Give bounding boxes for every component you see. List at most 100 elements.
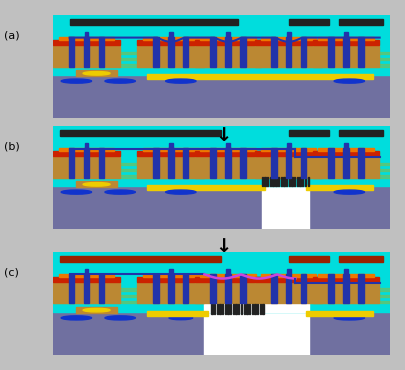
Bar: [255, 283, 321, 289]
Ellipse shape: [83, 71, 110, 75]
Bar: [301, 176, 303, 186]
Bar: [318, 273, 373, 277]
Bar: [255, 171, 321, 178]
Bar: [305, 186, 389, 229]
Bar: [53, 75, 389, 118]
Bar: [260, 148, 315, 151]
Bar: [357, 273, 362, 303]
Bar: [312, 60, 378, 67]
Ellipse shape: [333, 190, 364, 194]
Bar: [328, 148, 333, 178]
Bar: [296, 176, 297, 186]
Bar: [98, 37, 104, 67]
Ellipse shape: [61, 190, 91, 194]
Bar: [255, 297, 321, 303]
Bar: [255, 290, 321, 296]
Ellipse shape: [105, 316, 135, 320]
Bar: [213, 305, 215, 314]
Bar: [153, 273, 158, 303]
Bar: [137, 283, 204, 289]
Bar: [143, 148, 198, 151]
Bar: [60, 256, 221, 262]
Bar: [260, 273, 315, 277]
Bar: [137, 290, 204, 296]
Bar: [53, 53, 119, 59]
Bar: [226, 32, 229, 37]
Text: (a): (a): [4, 30, 19, 40]
Bar: [147, 74, 372, 79]
Bar: [243, 305, 244, 314]
Bar: [53, 312, 204, 355]
Bar: [285, 273, 291, 303]
Bar: [288, 130, 328, 136]
Bar: [182, 273, 188, 303]
Bar: [168, 148, 173, 178]
Ellipse shape: [333, 316, 364, 320]
Bar: [239, 273, 245, 303]
Bar: [269, 176, 271, 186]
Bar: [53, 60, 119, 67]
Bar: [168, 32, 172, 37]
Bar: [53, 126, 389, 186]
Bar: [83, 37, 89, 67]
Bar: [84, 269, 88, 273]
Bar: [83, 273, 89, 303]
Bar: [342, 148, 348, 178]
Bar: [256, 305, 258, 314]
Bar: [305, 311, 372, 316]
Ellipse shape: [168, 316, 192, 320]
Bar: [271, 148, 276, 178]
Bar: [318, 148, 373, 151]
Bar: [168, 37, 173, 67]
Bar: [299, 176, 300, 186]
Bar: [271, 273, 276, 303]
Bar: [168, 143, 172, 148]
Bar: [239, 148, 245, 178]
Bar: [153, 148, 158, 178]
Bar: [245, 305, 247, 314]
Bar: [260, 37, 315, 40]
Bar: [69, 273, 74, 303]
Bar: [53, 58, 389, 60]
Bar: [312, 171, 378, 178]
Bar: [248, 305, 249, 314]
Bar: [338, 130, 382, 136]
Bar: [312, 283, 378, 289]
Bar: [210, 148, 215, 178]
Bar: [305, 185, 372, 190]
Bar: [343, 269, 347, 273]
Bar: [53, 277, 119, 282]
Bar: [53, 290, 119, 296]
Bar: [137, 171, 204, 178]
Bar: [200, 37, 255, 40]
Ellipse shape: [165, 79, 196, 83]
Bar: [53, 252, 389, 312]
Bar: [285, 148, 291, 178]
Bar: [70, 19, 237, 25]
Bar: [259, 305, 260, 314]
Bar: [227, 305, 228, 314]
Bar: [69, 37, 74, 67]
Bar: [232, 305, 234, 314]
Bar: [53, 171, 119, 178]
Ellipse shape: [165, 190, 196, 194]
Bar: [194, 297, 261, 303]
Bar: [226, 143, 229, 148]
Bar: [147, 311, 207, 316]
Text: ↓: ↓: [215, 125, 231, 145]
Bar: [288, 19, 328, 25]
Bar: [312, 53, 378, 59]
Bar: [240, 305, 241, 314]
Bar: [312, 157, 378, 163]
Bar: [200, 148, 255, 151]
Bar: [255, 277, 321, 282]
Bar: [210, 37, 215, 67]
Bar: [328, 273, 333, 303]
Bar: [53, 40, 119, 45]
Bar: [194, 40, 261, 45]
Bar: [143, 273, 198, 277]
Bar: [137, 277, 204, 282]
Bar: [53, 169, 389, 171]
Bar: [194, 151, 261, 156]
Bar: [222, 305, 223, 314]
